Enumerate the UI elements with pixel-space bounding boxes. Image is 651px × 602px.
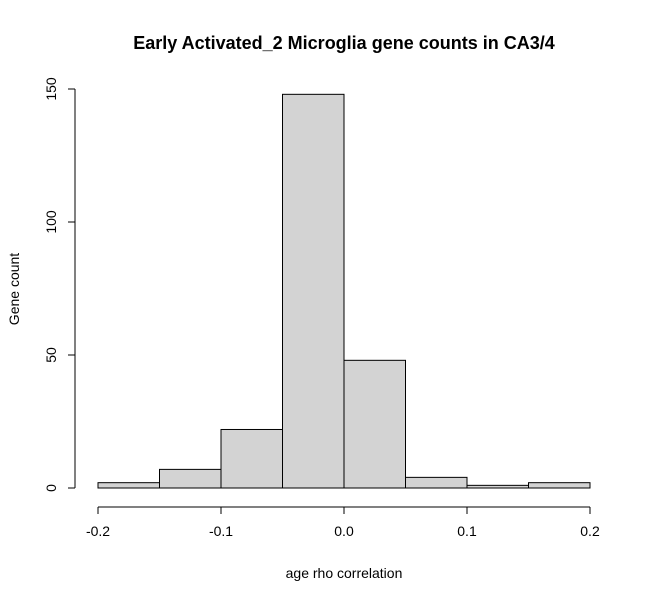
histogram-bar (159, 468, 222, 489)
x-axis: -0.2 -0.1 0.0 0.1 0.2 (86, 506, 600, 539)
x-axis-title: age rho correlation (286, 565, 403, 581)
histogram-bar (97, 482, 160, 489)
y-axis: 0 50 100 150 (43, 77, 76, 492)
chart-title: Early Activated_2 Microglia gene counts … (133, 33, 554, 53)
x-tick-label: 0.1 (457, 523, 477, 539)
x-tick-label: -0.2 (86, 523, 110, 539)
histogram-bar (528, 482, 591, 489)
x-tick-label: -0.1 (209, 523, 233, 539)
y-tick-label: 150 (43, 77, 59, 101)
histogram-bar (282, 93, 345, 489)
bars-group (97, 93, 591, 489)
histogram-bar (220, 428, 283, 489)
y-tick-label: 100 (43, 210, 59, 234)
histogram-bar (343, 359, 406, 489)
x-tick-label: 0.2 (580, 523, 600, 539)
histogram-bar (405, 476, 468, 489)
x-tick-label: 0.0 (334, 523, 354, 539)
y-axis-title: Gene count (6, 253, 22, 325)
histogram-bar (466, 484, 529, 489)
y-tick-label: 50 (43, 347, 59, 363)
y-tick-label: 0 (43, 484, 59, 492)
